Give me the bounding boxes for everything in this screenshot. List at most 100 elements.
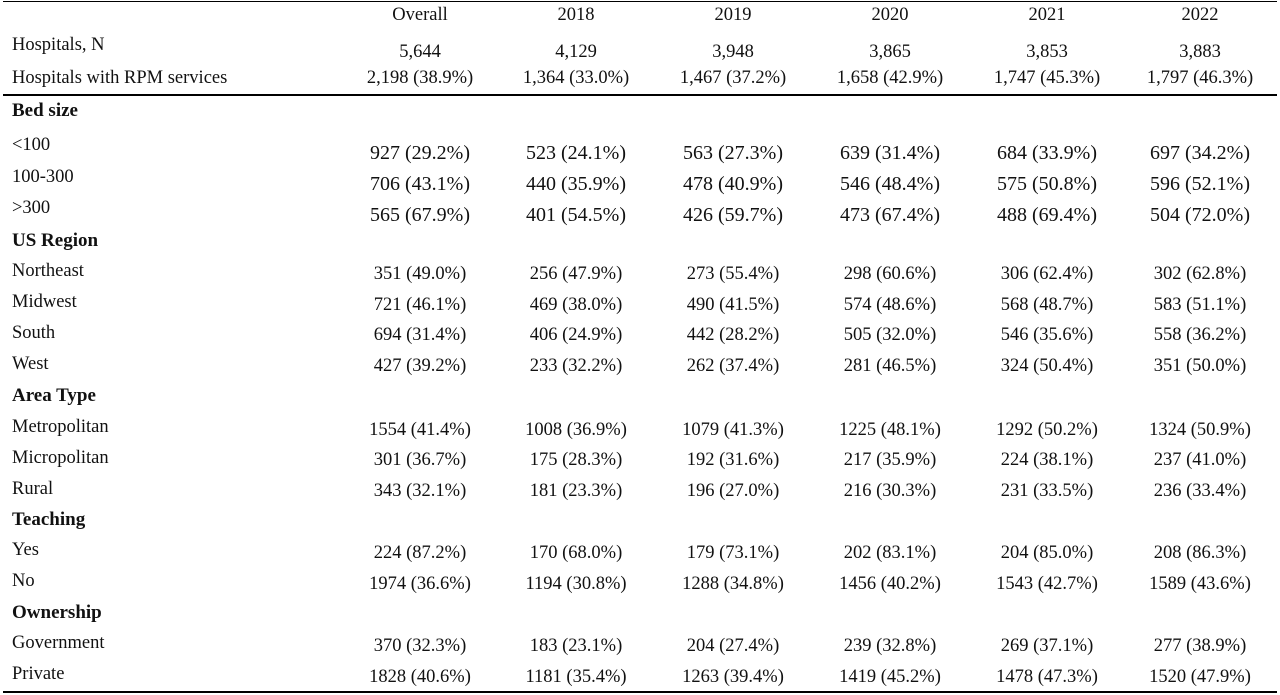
- header-rule: [3, 94, 1277, 96]
- table-cell: 694 (31.4%): [373, 325, 467, 345]
- table-cell: 565 (67.9%): [370, 204, 470, 226]
- row-label: Government: [12, 633, 105, 653]
- table-cell: 237 (41.0%): [1153, 450, 1247, 470]
- table-cell: 488 (69.4%): [997, 204, 1097, 226]
- row-label: Private: [12, 664, 65, 684]
- table-cell: 583 (51.1%): [1153, 295, 1247, 315]
- table-cell: 706 (43.1%): [370, 173, 470, 195]
- table-cell: 1589 (43.6%): [1149, 574, 1251, 594]
- table-cell: 568 (48.7%): [1000, 295, 1094, 315]
- section-heading: US Region: [12, 230, 99, 251]
- table-cell: 1,797 (46.3%): [1146, 68, 1254, 88]
- table-cell: 427 (39.2%): [373, 356, 467, 376]
- table-cell: 181 (23.3%): [529, 481, 623, 501]
- table-cell: 721 (46.1%): [373, 295, 467, 315]
- table-cell: 192 (31.6%): [686, 450, 780, 470]
- table-cell: 298 (60.6%): [843, 264, 937, 284]
- column-header: 2020: [871, 5, 909, 25]
- row-label: 100-300: [12, 167, 74, 187]
- table-cell: 442 (28.2%): [686, 325, 780, 345]
- row-label: Rural: [12, 479, 54, 499]
- table-cell: 927 (29.2%): [370, 142, 470, 164]
- table-cell: 239 (32.8%): [843, 636, 937, 656]
- table-cell: 233 (32.2%): [529, 356, 623, 376]
- table-cell: 478 (40.9%): [683, 173, 783, 195]
- table-cell: 1225 (48.1%): [839, 420, 941, 440]
- table-cell: 523 (24.1%): [526, 142, 626, 164]
- table-cell: 563 (27.3%): [683, 142, 783, 164]
- table-cell: 697 (34.2%): [1150, 142, 1250, 164]
- table-cell: 504 (72.0%): [1150, 204, 1250, 226]
- table-cell: 1419 (45.2%): [839, 667, 941, 687]
- row-label: No: [12, 571, 35, 591]
- table-cell: 3,853: [1026, 42, 1068, 62]
- table-cell: 2,198 (38.9%): [366, 68, 474, 88]
- row-label: Micropolitan: [12, 448, 109, 468]
- row-label: West: [12, 354, 49, 374]
- table-cell: 170 (68.0%): [529, 543, 623, 563]
- table-cell: 1520 (47.9%): [1149, 667, 1251, 687]
- table-cell: 302 (62.8%): [1153, 264, 1247, 284]
- table-cell: 1263 (39.4%): [682, 667, 784, 687]
- table-cell: 401 (54.5%): [526, 204, 626, 226]
- table-cell: 231 (33.5%): [1000, 481, 1094, 501]
- table-cell: 1292 (50.2%): [996, 420, 1098, 440]
- table-cell: 343 (32.1%): [373, 481, 467, 501]
- table-cell: 4,129: [555, 42, 597, 62]
- row-label: South: [12, 323, 56, 343]
- table-cell: 639 (31.4%): [840, 142, 940, 164]
- table-cell: 301 (36.7%): [373, 450, 467, 470]
- table-cell: 546 (35.6%): [1000, 325, 1094, 345]
- table-cell: 262 (37.4%): [686, 356, 780, 376]
- row-label: <100: [12, 135, 51, 155]
- table-cell: 1456 (40.2%): [839, 574, 941, 594]
- table-top-rule: [3, 1, 1277, 2]
- table-cell: 175 (28.3%): [529, 450, 623, 470]
- table-cell: 216 (30.3%): [843, 481, 937, 501]
- column-header: 2019: [714, 5, 752, 25]
- table-cell: 224 (87.2%): [373, 543, 467, 563]
- table-cell: 684 (33.9%): [997, 142, 1097, 164]
- table-bottom-rule: [3, 691, 1277, 693]
- table-cell: 224 (38.1%): [1000, 450, 1094, 470]
- table-cell: 1181 (35.4%): [525, 667, 627, 687]
- table-cell: 208 (86.3%): [1153, 543, 1247, 563]
- table-cell: 5,644: [399, 42, 441, 62]
- table-cell: 217 (35.9%): [843, 450, 937, 470]
- table-cell: 351 (49.0%): [373, 264, 467, 284]
- table-cell: 202 (83.1%): [843, 543, 937, 563]
- table-cell: 306 (62.4%): [1000, 264, 1094, 284]
- table-cell: 546 (48.4%): [840, 173, 940, 195]
- table-cell: 596 (52.1%): [1150, 173, 1250, 195]
- table-cell: 469 (38.0%): [529, 295, 623, 315]
- row-label: Hospitals, N: [12, 35, 105, 55]
- table-cell: 370 (32.3%): [373, 636, 467, 656]
- table-cell: 575 (50.8%): [997, 173, 1097, 195]
- table-cell: 440 (35.9%): [526, 173, 626, 195]
- table-cell: 1828 (40.6%): [369, 667, 471, 687]
- row-label: Midwest: [12, 292, 77, 312]
- table-cell: 473 (67.4%): [840, 204, 940, 226]
- table-cell: 1,747 (45.3%): [993, 68, 1101, 88]
- section-heading: Ownership: [12, 602, 102, 623]
- table-cell: 505 (32.0%): [843, 325, 937, 345]
- table-cell: 1543 (42.7%): [996, 574, 1098, 594]
- table-cell: 351 (50.0%): [1153, 356, 1247, 376]
- table-cell: 1194 (30.8%): [525, 574, 627, 594]
- table-cell: 406 (24.9%): [529, 325, 623, 345]
- row-label: >300: [12, 198, 51, 218]
- section-heading: Area Type: [12, 385, 96, 406]
- table-cell: 558 (36.2%): [1153, 325, 1247, 345]
- table-cell: 196 (27.0%): [686, 481, 780, 501]
- table-cell: 490 (41.5%): [686, 295, 780, 315]
- table-cell: 204 (27.4%): [686, 636, 780, 656]
- row-label: Hospitals with RPM services: [12, 68, 228, 88]
- table-cell: 204 (85.0%): [1000, 543, 1094, 563]
- table-cell: 236 (33.4%): [1153, 481, 1247, 501]
- table-cell: 1,658 (42.9%): [836, 68, 944, 88]
- table-cell: 1079 (41.3%): [682, 420, 784, 440]
- table-cell: 426 (59.7%): [683, 204, 783, 226]
- table-cell: 324 (50.4%): [1000, 356, 1094, 376]
- table-cell: 256 (47.9%): [529, 264, 623, 284]
- column-header: 2021: [1028, 5, 1066, 25]
